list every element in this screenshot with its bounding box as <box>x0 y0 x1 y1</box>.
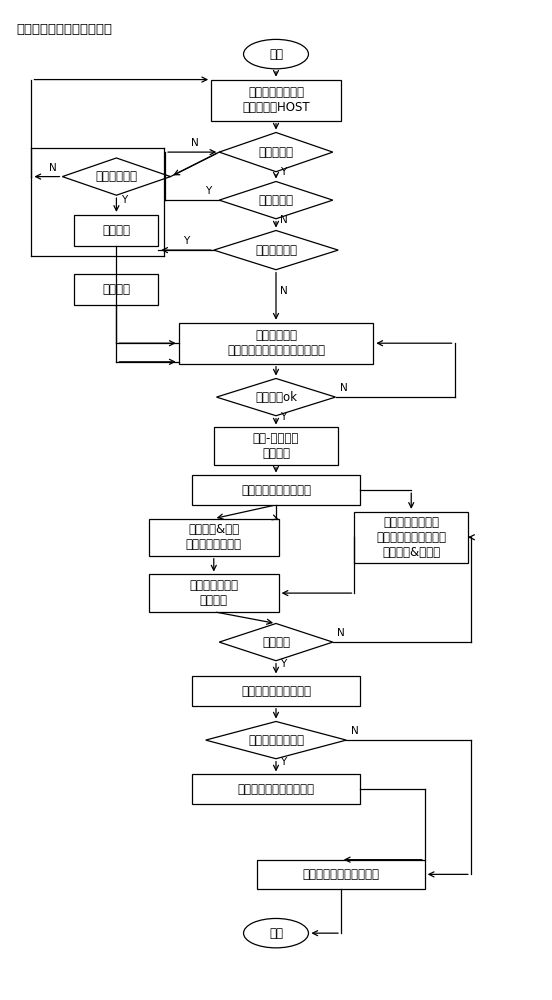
Bar <box>211 80 341 121</box>
Text: Y: Y <box>205 186 211 196</box>
Text: 电机励磁: 电机励磁 <box>103 224 130 237</box>
Text: Y: Y <box>280 757 286 767</box>
Text: Y: Y <box>280 412 286 422</box>
Text: N: N <box>49 163 57 173</box>
Text: 电机退磁: 电机退磁 <box>103 283 130 296</box>
Text: 运动数据曲线生成和显示: 运动数据曲线生成和显示 <box>302 868 379 881</box>
Bar <box>214 427 338 465</box>
Polygon shape <box>219 623 333 661</box>
Text: 执行运动控制器
本地模块: 执行运动控制器 本地模块 <box>189 579 238 607</box>
Text: Y: Y <box>183 236 189 246</box>
Bar <box>75 274 158 305</box>
Text: N: N <box>351 726 358 736</box>
Text: 关闭角度传感器通讯口: 关闭角度传感器通讯口 <box>241 685 311 698</box>
Text: 电机运动中: 电机运动中 <box>258 194 294 207</box>
Text: 电机已励磁: 电机已励磁 <box>258 146 294 159</box>
Bar <box>257 860 425 889</box>
Polygon shape <box>216 378 336 416</box>
Text: N: N <box>340 383 348 393</box>
Text: 电机退磁命令: 电机退磁命令 <box>255 244 297 257</box>
Text: Y: Y <box>121 195 127 205</box>
Ellipse shape <box>243 918 309 948</box>
Text: 打开角度传感器通讯口: 打开角度传感器通讯口 <box>241 484 311 497</box>
Text: 运动参数&命令
传递给运动控制器: 运动参数&命令 传递给运动控制器 <box>186 523 242 551</box>
Text: 以快速点到点运动模式为例: 以快速点到点运动模式为例 <box>17 23 113 36</box>
Bar <box>75 215 158 246</box>
Polygon shape <box>214 231 338 270</box>
Text: 运动参数实时显示
（电机运动初始位置、
反馈位置&状态）: 运动参数实时显示 （电机运动初始位置、 反馈位置&状态） <box>376 516 446 559</box>
Text: 开始: 开始 <box>269 48 283 61</box>
Text: 运动完毕: 运动完毕 <box>262 636 290 649</box>
Text: 运动数据文件生成和存储: 运动数据文件生成和存储 <box>237 783 315 796</box>
Text: Y: Y <box>280 167 286 177</box>
Text: 完毕: 完毕 <box>269 927 283 940</box>
Text: 参数设置ok: 参数设置ok <box>255 391 297 404</box>
Text: Y: Y <box>280 659 286 669</box>
Text: 运动参数设置
（初始角度、速度、终点角度）: 运动参数设置 （初始角度、速度、终点角度） <box>227 329 325 357</box>
Polygon shape <box>219 181 333 219</box>
Bar <box>354 512 468 563</box>
Bar <box>192 774 360 804</box>
Polygon shape <box>206 721 346 759</box>
Text: N: N <box>280 286 288 296</box>
Text: N: N <box>191 138 199 148</box>
Bar <box>179 323 373 364</box>
Text: 保存实时运动数据: 保存实时运动数据 <box>248 734 304 747</box>
Text: N: N <box>337 628 345 638</box>
Text: 角度-电机位移
数据换算: 角度-电机位移 数据换算 <box>253 432 299 460</box>
Ellipse shape <box>243 39 309 69</box>
Bar <box>149 519 279 556</box>
Text: N: N <box>280 215 288 225</box>
Polygon shape <box>219 132 333 172</box>
Bar <box>192 476 360 505</box>
Text: 电机励磁命令: 电机励磁命令 <box>95 170 137 183</box>
Polygon shape <box>62 158 171 195</box>
Bar <box>192 676 360 706</box>
Bar <box>149 574 279 612</box>
Text: 是否保存实时运动
参数数据到HOST: 是否保存实时运动 参数数据到HOST <box>242 86 310 114</box>
